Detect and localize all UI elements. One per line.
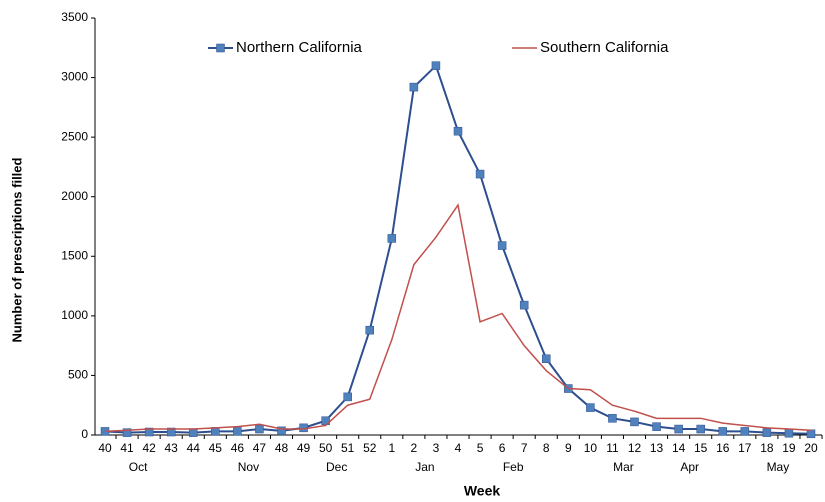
legend-label: Northern California [236,39,363,56]
x-tick-label: 50 [319,441,333,455]
x-tick-label: 40 [98,441,112,455]
data-point [365,325,374,335]
y-tick-label: 1000 [61,308,88,322]
month-label: Apr [680,460,699,474]
data-point [696,424,705,434]
x-tick-label: 8 [543,441,550,455]
data-point [784,428,794,438]
data-point [608,414,617,423]
x-tick-label: 17 [738,441,752,455]
x-tick-label: 49 [297,441,311,455]
x-tick-label: 41 [120,441,134,455]
x-tick-label: 42 [142,441,156,455]
x-tick-label: 20 [804,441,818,455]
month-label: Dec [326,460,347,474]
x-tick-label: 46 [231,441,245,455]
x-tick-label: 5 [477,441,484,455]
data-point [718,427,727,436]
data-point [806,429,816,439]
x-tick-label: 48 [275,441,289,455]
x-tick-label: 10 [584,441,598,455]
data-point [189,428,198,437]
x-tick-label: 1 [388,441,395,455]
x-tick-label: 3 [433,441,440,455]
data-point [519,300,529,310]
y-tick-label: 1500 [61,248,88,262]
month-label: May [767,460,790,474]
x-tick-label: 4 [455,441,462,455]
data-point [740,427,750,436]
data-point [542,354,551,363]
x-tick-label: 12 [628,441,642,455]
month-label: Nov [238,460,259,474]
x-tick-label: 7 [521,441,528,455]
legend-label: Southern California [540,39,669,56]
data-point [497,241,507,250]
data-point [144,427,154,437]
x-tick-label: 47 [253,441,267,455]
x-tick-label: 11 [606,441,619,455]
x-tick-label: 6 [499,441,506,455]
data-point [630,417,639,427]
month-label: Jan [415,460,434,474]
y-tick-label: 0 [81,427,88,441]
y-tick-label: 3000 [61,70,88,84]
x-tick-label: 18 [760,441,774,455]
data-point [431,61,441,70]
y-tick-label: 2500 [61,129,88,143]
x-tick-label: 45 [209,441,223,455]
x-tick-label: 51 [341,441,355,455]
x-tick-label: 14 [672,441,686,455]
series-line [104,203,812,433]
x-axis-title: Week [464,483,501,499]
x-tick-label: 2 [411,441,418,455]
series-line [104,63,812,435]
data-point [387,234,397,243]
legend-marker [216,43,225,53]
data-point [652,422,661,431]
data-point [586,403,595,412]
data-point [409,82,419,92]
data-point [475,169,485,179]
data-point [255,424,264,434]
data-point [762,428,772,437]
data-point [122,428,132,437]
x-tick-label: 43 [165,441,179,455]
month-label: Feb [503,460,524,474]
x-tick-label: 52 [363,441,377,455]
y-tick-label: 3500 [61,10,88,24]
x-tick-label: 9 [565,441,572,455]
data-point [233,427,242,436]
data-point [674,424,683,434]
x-tick-label: 16 [716,441,730,455]
data-point [453,126,463,136]
y-tick-label: 2000 [61,189,88,203]
month-label: Oct [129,460,148,474]
data-point [343,392,352,402]
x-tick-label: 44 [187,441,201,455]
y-axis-title: Number of prescriptions filled [9,157,24,342]
x-tick-label: 13 [650,441,664,455]
data-point [166,427,176,437]
y-tick-label: 500 [68,368,88,382]
x-tick-label: 15 [694,441,708,455]
data-point [277,426,286,436]
x-tick-label: 19 [782,441,796,455]
month-label: Mar [613,460,634,474]
